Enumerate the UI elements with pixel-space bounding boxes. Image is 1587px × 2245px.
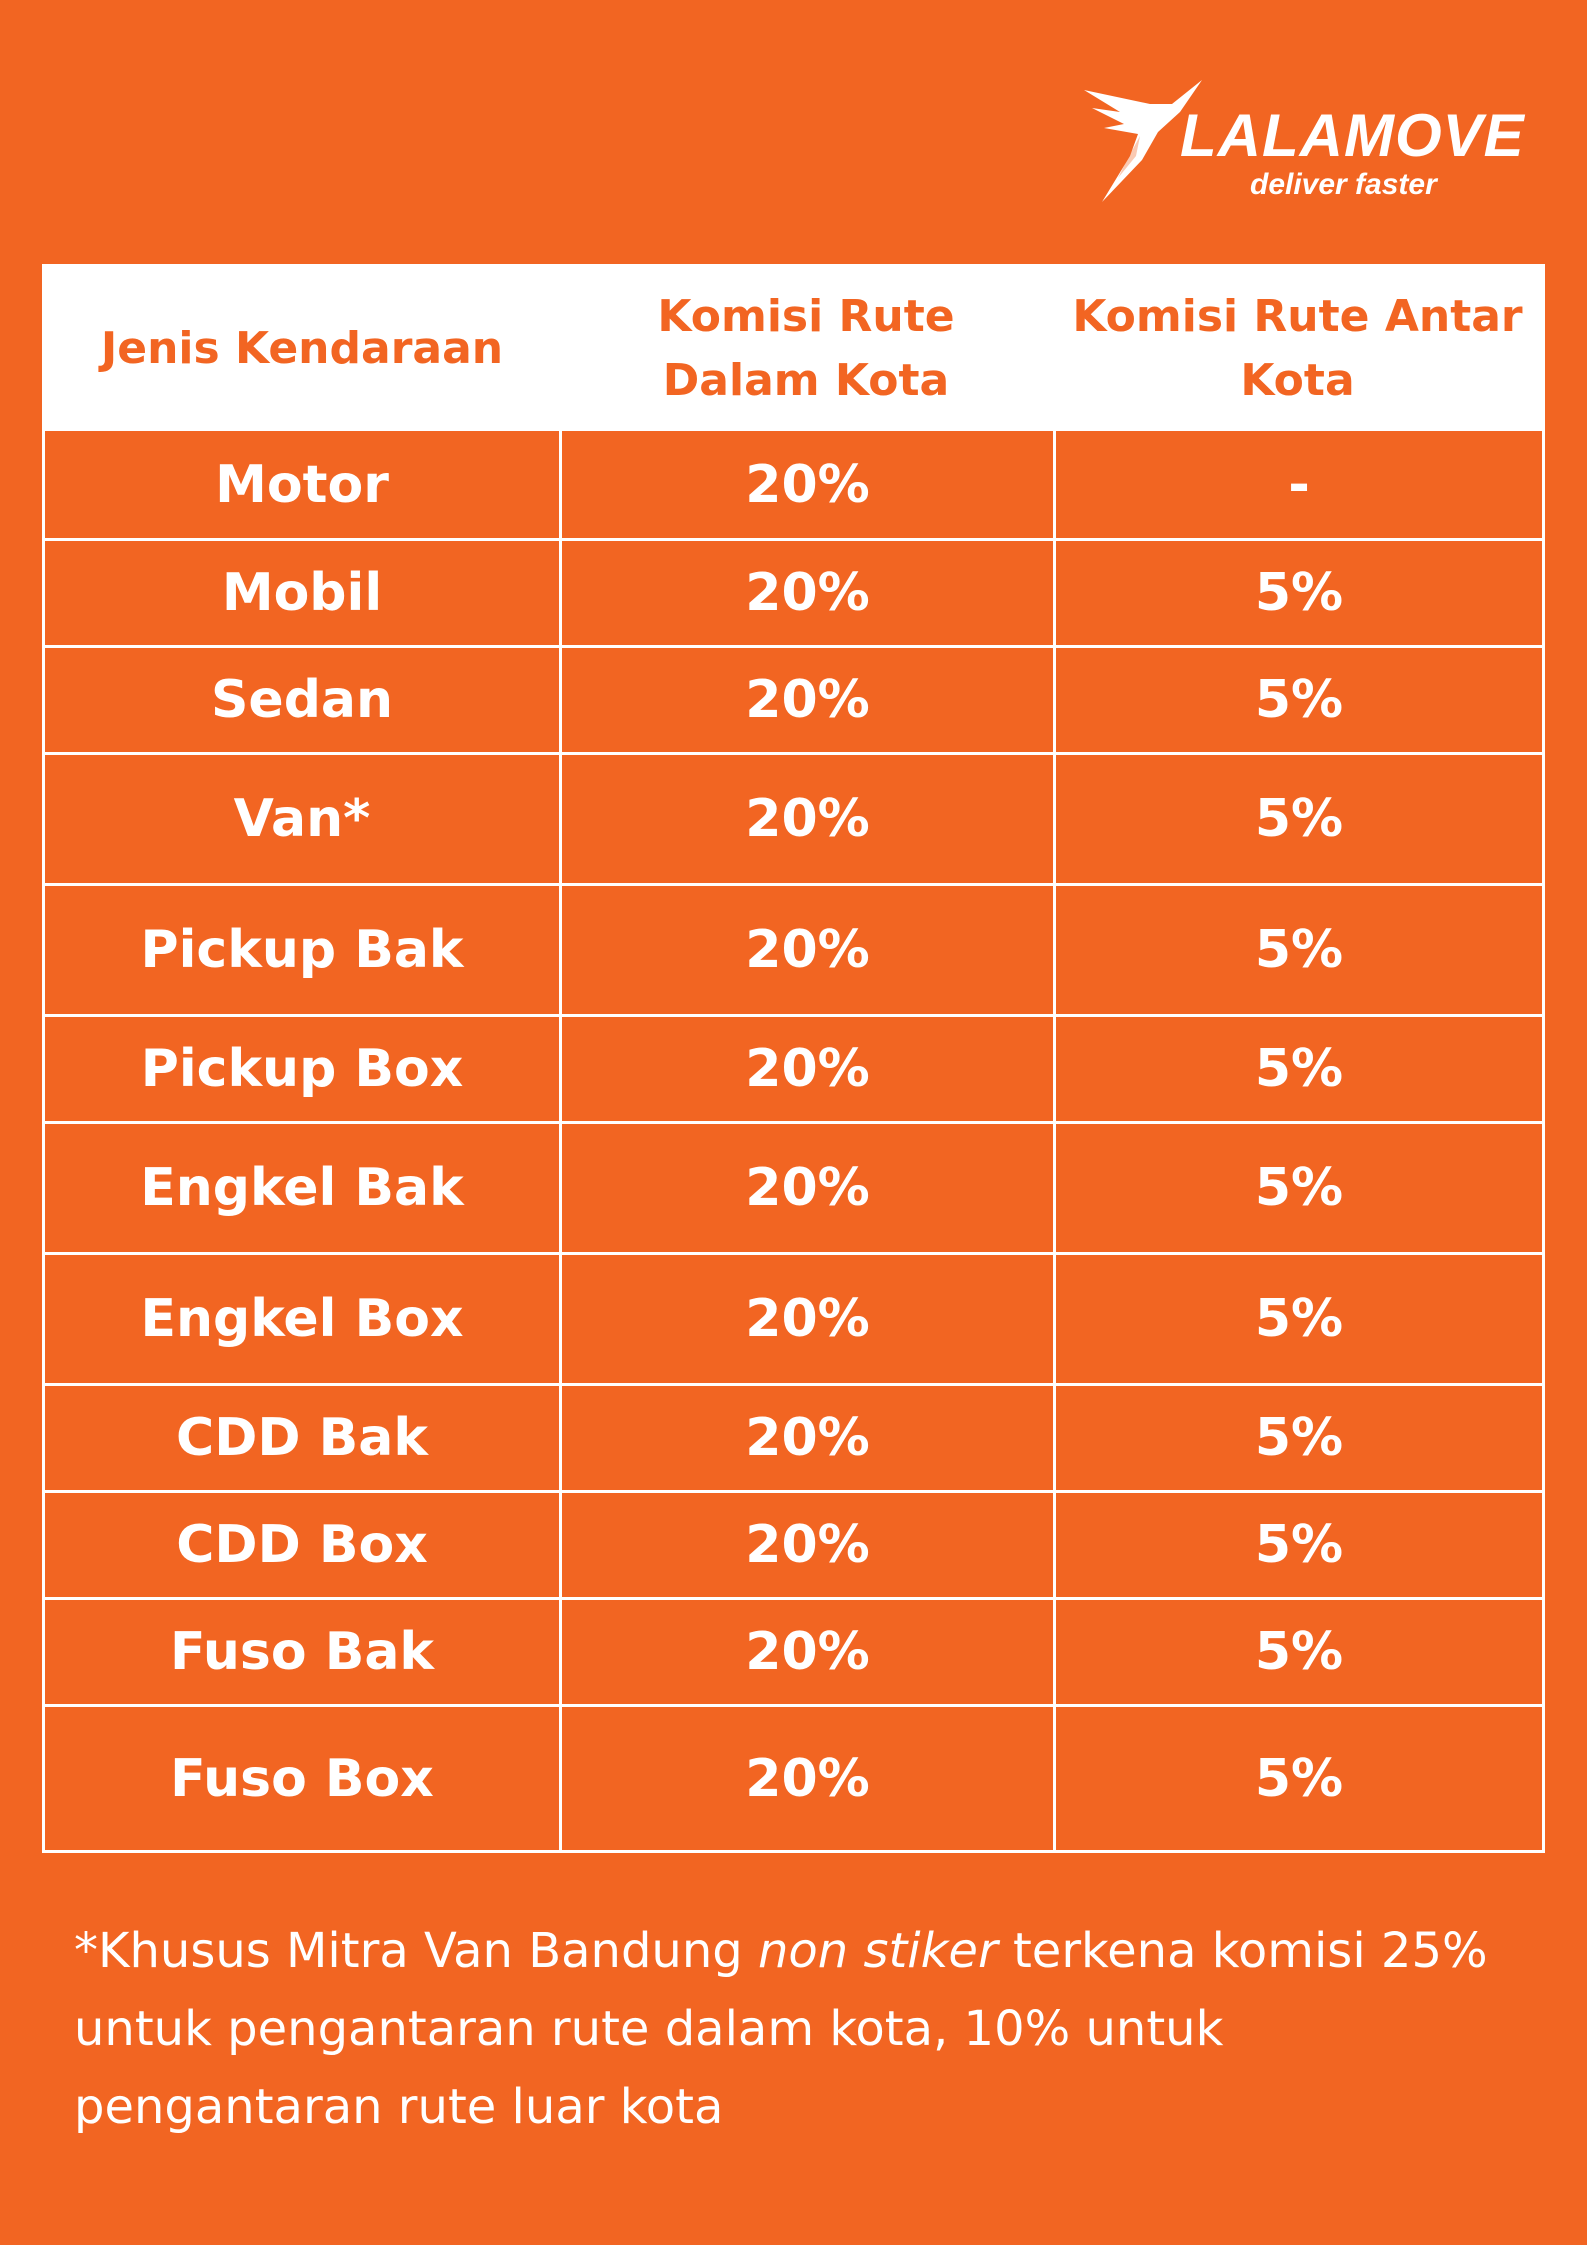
footnote-prefix: *Khusus Mitra Van Bandung: [74, 1923, 758, 1979]
intercity-commission-cell: 5%: [1053, 1255, 1542, 1383]
table-row: Fuso Box 20% 5%: [45, 1704, 1542, 1850]
intercity-commission-cell: 5%: [1053, 648, 1542, 752]
table-row: Sedan 20% 5%: [45, 645, 1542, 752]
header-vehicle-type: Jenis Kendaraan: [100, 323, 504, 375]
vehicle-cell: CDD Box: [176, 1515, 428, 1575]
in-city-commission-cell: 20%: [559, 648, 1053, 752]
intercity-commission-cell: 5%: [1053, 1600, 1542, 1704]
intercity-commission-cell: -: [1053, 431, 1542, 538]
vehicle-cell: Pickup Box: [140, 1039, 464, 1099]
table-header-row: Jenis Kendaraan Komisi Rute Dalam Kota K…: [45, 267, 1542, 431]
vehicle-cell: Fuso Box: [170, 1748, 434, 1809]
brand-tagline: deliver faster: [1250, 168, 1437, 201]
table-row: Van* 20% 5%: [45, 752, 1542, 883]
table-row: Motor 20% -: [45, 431, 1542, 538]
intercity-commission-cell: 5%: [1053, 541, 1542, 645]
in-city-commission-cell: 20%: [559, 755, 1053, 883]
commission-table: Jenis Kendaraan Komisi Rute Dalam Kota K…: [42, 264, 1545, 1853]
table-row: Pickup Box 20% 5%: [45, 1014, 1542, 1121]
hummingbird-icon: [1084, 80, 1202, 202]
vehicle-cell: Van*: [233, 789, 371, 849]
table-row: CDD Bak 20% 5%: [45, 1383, 1542, 1490]
brand-name: LALAMOVE: [1180, 102, 1525, 169]
intercity-commission-cell: 5%: [1053, 1707, 1542, 1850]
intercity-commission-cell: 5%: [1053, 1124, 1542, 1252]
table-row: CDD Box 20% 5%: [45, 1490, 1542, 1597]
intercity-commission-cell: 5%: [1053, 886, 1542, 1014]
footnote-suffix: terkena komisi 25% untuk pengantaran rut…: [74, 1923, 1488, 2135]
table-row: Engkel Bak 20% 5%: [45, 1121, 1542, 1252]
intercity-commission-cell: 5%: [1053, 1493, 1542, 1597]
in-city-commission-cell: 20%: [559, 1707, 1053, 1850]
in-city-commission-cell: 20%: [559, 1124, 1053, 1252]
vehicle-cell: Sedan: [210, 670, 394, 730]
in-city-commission-cell: 20%: [559, 431, 1053, 538]
footnote-emphasis: non stiker: [758, 1923, 998, 1979]
table-row: Engkel Box 20% 5%: [45, 1252, 1542, 1383]
vehicle-cell: CDD Bak: [176, 1408, 428, 1468]
header-commission-intercity: Komisi Rute Antar Kota: [1072, 291, 1523, 406]
lalamove-logo: LALAMOVE deliver faster: [1080, 70, 1524, 210]
in-city-commission-cell: 20%: [559, 886, 1053, 1014]
footnote: *Khusus Mitra Van Bandung non stiker ter…: [74, 1912, 1514, 2146]
in-city-commission-cell: 20%: [559, 1017, 1053, 1121]
vehicle-cell: Engkel Box: [140, 1289, 464, 1349]
intercity-commission-cell: 5%: [1053, 755, 1542, 883]
in-city-commission-cell: 20%: [559, 1255, 1053, 1383]
vehicle-cell: Mobil: [221, 563, 383, 623]
vehicle-cell: Motor: [215, 454, 389, 515]
in-city-commission-cell: 20%: [559, 541, 1053, 645]
in-city-commission-cell: 20%: [559, 1493, 1053, 1597]
vehicle-cell: Pickup Bak: [140, 920, 464, 980]
intercity-commission-cell: 5%: [1053, 1386, 1542, 1490]
header-commission-in-city: Komisi Rute Dalam Kota: [657, 291, 955, 406]
table-body: Motor 20% - Mobil 20% 5% Sedan 20% 5% Va…: [45, 431, 1542, 1850]
table-row: Fuso Bak 20% 5%: [45, 1597, 1542, 1704]
intercity-commission-cell: 5%: [1053, 1017, 1542, 1121]
table-row: Mobil 20% 5%: [45, 538, 1542, 645]
vehicle-cell: Fuso Bak: [169, 1622, 435, 1682]
vehicle-cell: Engkel Bak: [140, 1158, 464, 1218]
table-row: Pickup Bak 20% 5%: [45, 883, 1542, 1014]
in-city-commission-cell: 20%: [559, 1386, 1053, 1490]
in-city-commission-cell: 20%: [559, 1600, 1053, 1704]
